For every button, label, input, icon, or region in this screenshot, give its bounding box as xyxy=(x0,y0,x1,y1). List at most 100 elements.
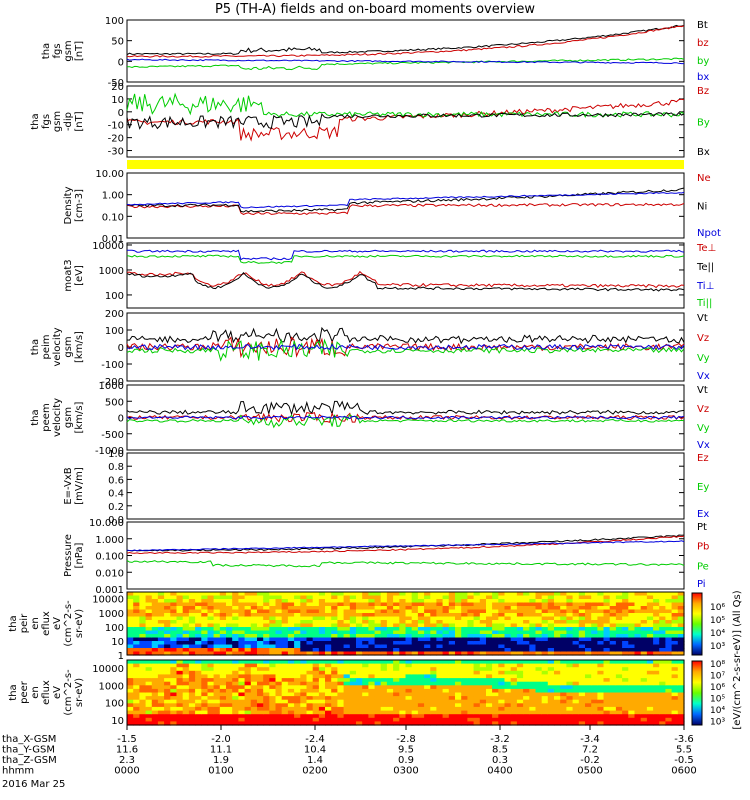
heatmap-cell xyxy=(566,685,574,690)
heatmap-cell xyxy=(182,685,190,690)
y-axis-label: [nT] xyxy=(74,41,85,61)
heatmap-cell xyxy=(362,670,369,675)
heatmap-cell xyxy=(306,599,314,604)
heatmap-cell xyxy=(368,670,376,675)
heatmap-cell xyxy=(504,678,512,683)
heatmap-cell xyxy=(486,699,493,704)
heatmap-cell xyxy=(207,692,215,697)
heatmap-cell xyxy=(609,637,617,642)
heatmap-cell xyxy=(238,648,246,653)
heatmap-cell xyxy=(201,717,209,722)
heatmap-cell xyxy=(219,678,227,683)
heatmap-cell xyxy=(238,592,246,597)
heatmap-cell xyxy=(492,651,499,656)
heatmap-cell xyxy=(164,660,171,665)
heatmap-cell xyxy=(653,667,660,672)
heatmap-cell xyxy=(356,616,363,621)
heatmap-cell xyxy=(244,703,252,708)
heatmap-cell xyxy=(467,634,475,639)
heatmap-cell xyxy=(219,660,227,665)
heatmap-cell xyxy=(133,620,140,625)
heatmap-cell xyxy=(139,692,147,697)
heatmap-cell xyxy=(139,714,147,719)
heatmap-cell xyxy=(646,717,654,722)
heatmap-cell xyxy=(133,634,140,639)
heatmap-cell xyxy=(151,678,159,683)
heatmap-cell xyxy=(257,634,264,639)
heatmap-cell xyxy=(622,609,629,614)
heatmap-cell xyxy=(467,620,475,625)
heatmap-cell xyxy=(219,609,227,614)
heatmap-cell xyxy=(362,630,369,635)
heatmap-cell xyxy=(479,703,487,708)
heatmap-cell xyxy=(405,623,413,628)
heatmap-cell xyxy=(133,685,140,690)
heatmap-cell xyxy=(585,592,592,597)
heatmap-cell xyxy=(442,616,450,621)
heatmap-cell xyxy=(176,602,184,607)
heatmap-cell xyxy=(671,606,679,611)
heatmap-cell xyxy=(244,721,252,726)
heatmap-cell xyxy=(176,616,184,621)
heatmap-cell xyxy=(479,721,487,726)
heatmap-cell xyxy=(585,710,592,715)
heatmap-cell xyxy=(337,641,345,646)
heatmap-cell xyxy=(232,663,239,668)
heatmap-cell xyxy=(374,623,382,628)
colorbar-1 xyxy=(691,592,703,656)
heatmap-cell xyxy=(498,674,506,679)
heatmap-cell xyxy=(510,620,518,625)
heatmap-cell xyxy=(640,678,648,683)
heatmap-cell xyxy=(424,714,431,719)
heatmap-cell xyxy=(572,637,580,642)
heatmap-cell xyxy=(325,623,332,628)
heatmap-cell xyxy=(541,674,549,679)
heatmap-cell xyxy=(516,699,524,704)
heatmap-cell xyxy=(591,606,598,611)
heatmap-cell xyxy=(659,644,666,649)
heatmap-cell xyxy=(405,592,413,597)
heatmap-cell xyxy=(331,670,338,675)
heatmap-cell xyxy=(597,651,605,656)
heatmap-cell xyxy=(281,595,289,600)
heatmap-cell xyxy=(659,670,666,675)
chart-title: P5 (TH-A) fields and on-board moments ov… xyxy=(214,2,536,17)
heatmap-cell xyxy=(393,706,400,712)
heatmap-cell xyxy=(504,599,512,604)
heatmap-cell xyxy=(145,663,153,668)
heatmap-cell xyxy=(306,616,314,621)
heatmap-cell xyxy=(380,663,388,668)
heatmap-cell xyxy=(325,667,332,672)
heatmap-cell xyxy=(566,627,574,632)
heatmap-cell xyxy=(386,637,394,642)
heatmap-cell xyxy=(263,670,270,675)
heatmap-cell xyxy=(473,630,481,635)
heatmap-cell xyxy=(349,630,357,635)
heatmap-cell xyxy=(417,644,425,649)
heatmap-cell xyxy=(578,688,586,694)
legend-Vy: Vy xyxy=(697,353,710,364)
heatmap-cell xyxy=(479,606,487,611)
heatmap-cell xyxy=(325,699,332,704)
heatmap-cell xyxy=(473,721,481,726)
heatmap-cell xyxy=(646,609,654,614)
heatmap-cell xyxy=(374,609,382,614)
heatmap-cell xyxy=(244,681,252,686)
heatmap-cell xyxy=(566,688,574,694)
heatmap-cell xyxy=(188,623,196,628)
y-tick-label: 0.01 xyxy=(102,234,124,245)
heatmap-cell xyxy=(411,667,419,672)
heatmap-cell xyxy=(250,651,258,656)
heatmap-cell xyxy=(157,599,165,604)
heatmap-cell xyxy=(405,688,413,694)
heatmap-cell xyxy=(523,623,530,628)
heatmap-cell xyxy=(417,627,425,632)
heatmap-cell xyxy=(516,616,524,621)
heatmap-cell xyxy=(250,634,258,639)
heatmap-cell xyxy=(473,703,481,708)
heatmap-cell xyxy=(201,630,209,635)
heatmap-cell xyxy=(615,637,623,642)
heatmap-cell xyxy=(244,714,252,719)
heatmap-cell xyxy=(535,721,543,726)
heatmap-cell xyxy=(622,620,629,625)
